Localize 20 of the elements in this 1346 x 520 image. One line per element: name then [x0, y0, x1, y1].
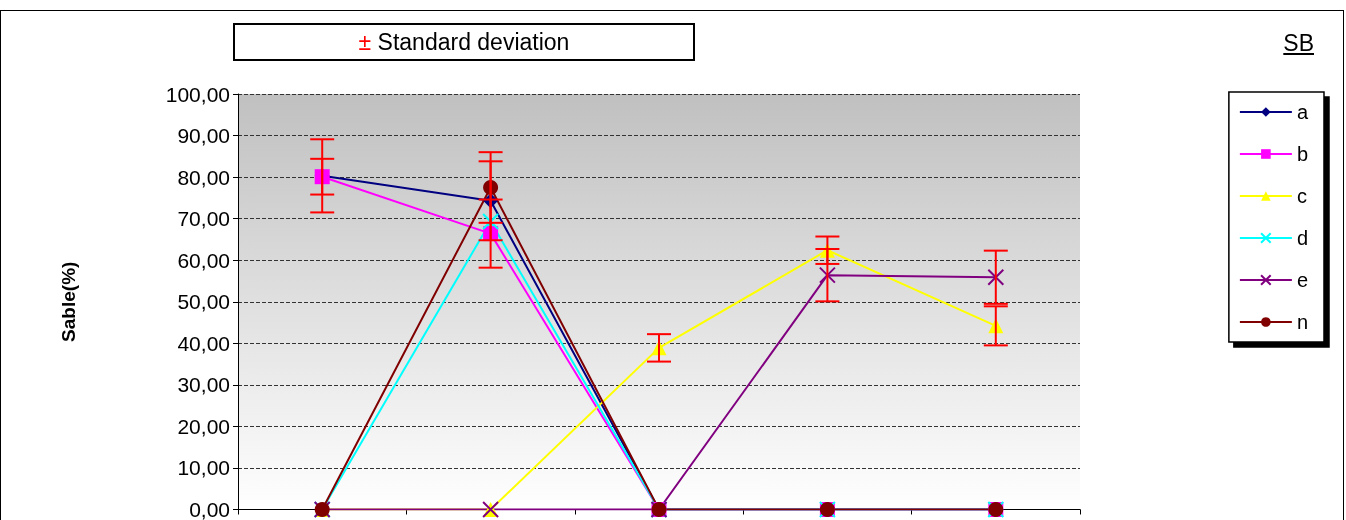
y-axis-title: Sable(%) — [58, 261, 79, 342]
y-tick-label: 40,00 — [177, 331, 230, 355]
y-tick-label: 10,00 — [177, 456, 230, 480]
y-tick-label: 20,00 — [177, 414, 230, 438]
y-tick-label: 0,00 — [189, 498, 230, 520]
legend-label: c — [1296, 185, 1307, 207]
y-tick-label: 90,00 — [177, 124, 230, 148]
y-tick-label: 70,00 — [177, 207, 230, 231]
legend-label: d — [1296, 227, 1308, 249]
y-tick-label: 80,00 — [177, 165, 230, 189]
legend-label: n — [1296, 311, 1308, 333]
legend-label: a — [1296, 101, 1309, 123]
text: ± Standard deviation — [358, 29, 570, 55]
legend-label: e — [1296, 269, 1308, 291]
y-tick-label: 60,00 — [177, 248, 230, 272]
y-tick-label: 50,00 — [177, 290, 230, 314]
y-tick-label: 30,00 — [177, 373, 230, 397]
text: SB — [1283, 30, 1314, 57]
legend-label: b — [1296, 143, 1308, 165]
y-tick-label: 100,00 — [165, 82, 230, 106]
